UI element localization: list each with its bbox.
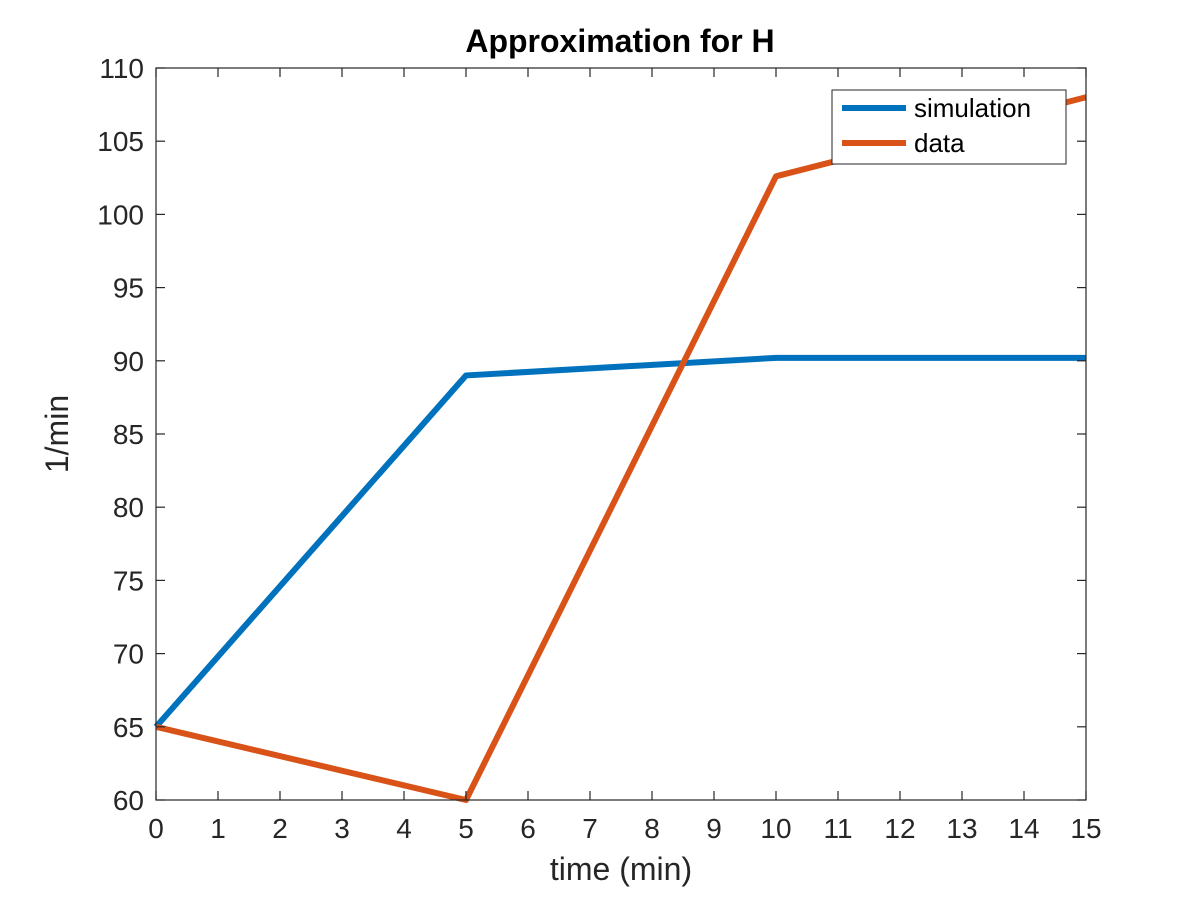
legend-label-simulation: simulation — [914, 93, 1031, 123]
legend: simulation data — [831, 89, 1067, 165]
x-tick-label: 13 — [946, 813, 977, 844]
x-tick-label: 4 — [396, 813, 412, 844]
y-tick-label: 60 — [113, 785, 144, 816]
x-tick-label: 11 — [823, 813, 852, 844]
x-tick-label: 10 — [760, 813, 791, 844]
y-tick-label: 100 — [97, 199, 144, 230]
x-tick-label: 14 — [1008, 813, 1039, 844]
legend-box — [831, 89, 1067, 165]
y-axis-label: 1/min — [39, 395, 75, 473]
y-tick-label: 75 — [113, 565, 144, 596]
x-tick-label: 9 — [706, 813, 722, 844]
x-tick-label: 6 — [520, 813, 536, 844]
x-tick-label: 3 — [334, 813, 350, 844]
x-tick-label: 2 — [272, 813, 288, 844]
series-line-simulation — [153, 354, 1086, 729]
y-tick-label: 80 — [113, 492, 144, 523]
y-tick-label: 90 — [113, 346, 144, 377]
chart-title: Approximation for H — [465, 23, 774, 59]
y-tick-label: 85 — [113, 419, 144, 450]
x-tick-label: 5 — [458, 813, 474, 844]
x-axis-label: time (min) — [550, 851, 692, 887]
x-tick-label: 8 — [644, 813, 660, 844]
y-tick-label: 110 — [99, 53, 144, 84]
y-tick-label: 105 — [97, 126, 144, 157]
plot-area — [156, 68, 1086, 800]
x-tick-label: 12 — [884, 813, 915, 844]
plot-background — [156, 68, 1086, 800]
legend-label-data: data — [914, 128, 965, 158]
y-tick-label: 65 — [113, 712, 144, 743]
y-tick-label: 70 — [113, 639, 144, 670]
x-tick-label: 1 — [210, 813, 226, 844]
x-tick-label: 7 — [582, 813, 598, 844]
y-tick-label: 95 — [113, 273, 144, 304]
tick-layer: 0 1 2 3 4 5 6 7 8 9 10 11 12 13 14 15606570758085909510… — [97, 53, 1101, 844]
x-tick-label: 0 — [148, 813, 164, 844]
legend-items: simulation data — [842, 93, 1031, 158]
x-tick-label: 15 — [1070, 813, 1101, 844]
